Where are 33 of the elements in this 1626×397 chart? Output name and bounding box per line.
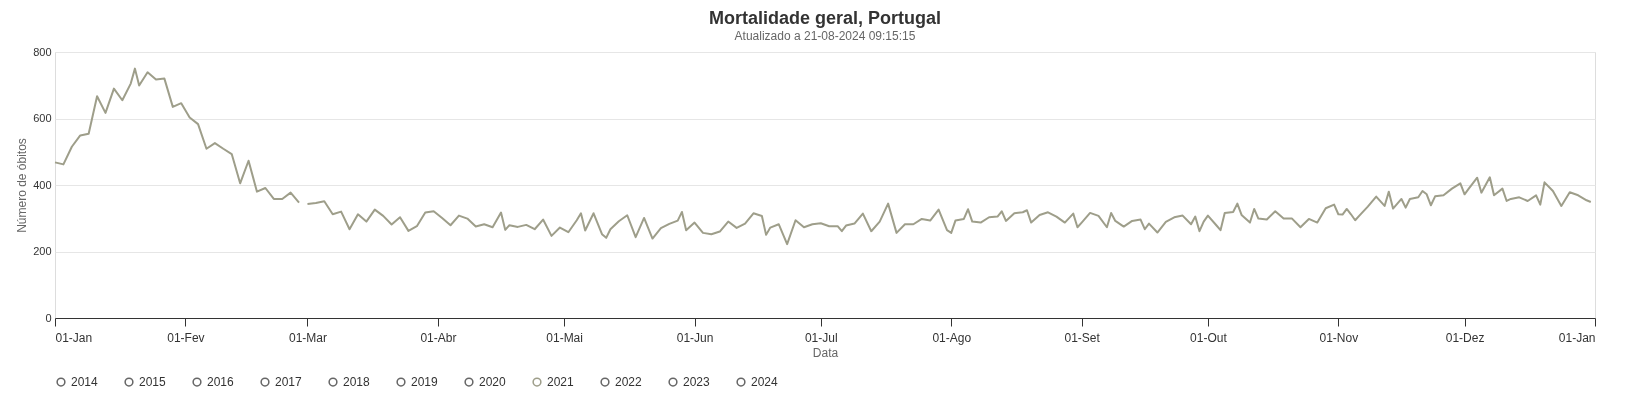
x-tick-label: 01-Fev [167,330,205,345]
legend-label: 2017 [275,375,303,390]
legend-label: 2020 [479,375,507,390]
chart-subtitle: Atualizado a 21-08-2024 09:15:15 [734,29,916,43]
x-axis-title: Data [812,345,839,360]
x-tick-label: 01-Jun [676,330,714,345]
y-tick-label: 600 [33,112,52,124]
x-tick-label: 01-Jan [55,330,93,345]
x-tick-label: 01-Abr [420,330,457,345]
x-tick-label: 01-Ago [932,330,972,345]
legend-label: 2022 [615,375,643,390]
legend-label: 2024 [751,375,779,390]
legend-label: 2018 [343,375,371,390]
y-axis-title: Número de óbitos [15,138,30,233]
x-tick-label: 01-Out [1190,330,1228,345]
legend-label: 2019 [411,375,439,390]
y-tick-label: 0 [45,311,52,324]
x-tick-label: 01-Jan [1558,330,1596,345]
legend-label: 2021 [547,375,575,390]
x-tick-label: 01-Mar [288,330,327,345]
legend-label: 2023 [683,375,711,390]
x-tick-label: 01-Mai [546,330,583,345]
chart-title: Mortalidade geral, Portugal [708,8,942,28]
x-tick-label: 01-Dez [1445,330,1485,345]
legend-label: 2016 [207,375,235,390]
legend-label: 2015 [139,375,167,390]
x-tick-label: 01-Set [1064,330,1101,345]
y-tick-label: 400 [33,178,52,191]
legend-label: 2014 [71,375,99,390]
y-tick-label: 200 [33,245,52,257]
x-tick-label: 01-Jul [804,330,838,345]
x-tick-label: 01-Nov [1319,330,1359,345]
y-tick-label: 800 [33,45,52,58]
